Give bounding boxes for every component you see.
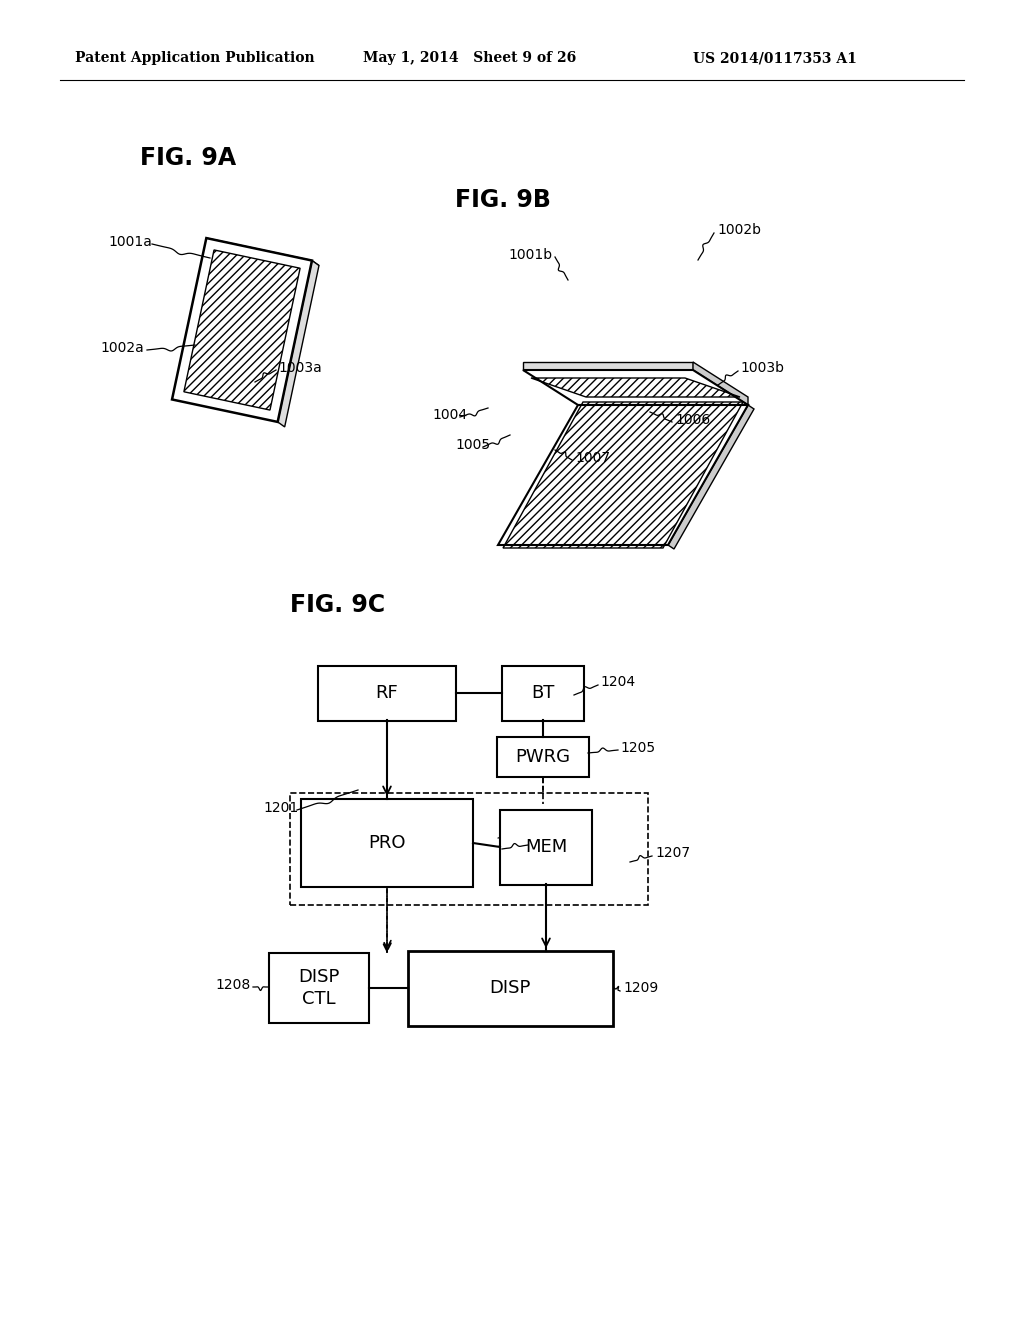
Text: PRO: PRO [369,834,406,851]
Polygon shape [523,362,693,370]
Polygon shape [523,370,748,405]
Text: 1205: 1205 [620,741,655,755]
Text: May 1, 2014   Sheet 9 of 26: May 1, 2014 Sheet 9 of 26 [362,51,577,65]
Text: FIG. 9A: FIG. 9A [140,147,237,170]
Text: 1004: 1004 [432,408,467,422]
Polygon shape [668,405,754,549]
Text: FIG. 9C: FIG. 9C [290,593,385,616]
Text: 1001b: 1001b [508,248,552,261]
Polygon shape [498,405,748,545]
Text: 1007: 1007 [575,451,610,465]
Text: FIG. 9B: FIG. 9B [455,187,551,213]
Bar [502,665,584,721]
Text: 1002b: 1002b [717,223,761,238]
Bar [269,953,369,1023]
Text: 1209: 1209 [623,981,658,995]
Text: 1001a: 1001a [108,235,152,249]
Text: BT: BT [531,684,555,702]
Text: 1206: 1206 [495,836,530,850]
Text: DISP: DISP [298,969,340,986]
Text: 1208: 1208 [215,978,250,993]
Text: 1204: 1204 [600,675,635,689]
Polygon shape [172,238,312,422]
Bar [301,799,473,887]
Text: DISP: DISP [489,979,530,997]
Text: 1201: 1201 [263,801,298,814]
Text: Patent Application Publication: Patent Application Publication [75,51,314,65]
Text: PWRG: PWRG [515,748,570,766]
Text: CTL: CTL [302,990,336,1007]
Bar [318,665,456,721]
Polygon shape [693,362,748,405]
Bar [408,950,612,1026]
Bar [290,793,648,906]
Text: US 2014/0117353 A1: US 2014/0117353 A1 [693,51,857,65]
Bar [500,809,592,884]
Polygon shape [206,238,318,265]
Text: 1003b: 1003b [740,360,784,375]
Text: 1207: 1207 [655,846,690,861]
Polygon shape [278,260,318,426]
Text: MEM: MEM [525,838,567,855]
Text: 1005: 1005 [455,438,490,451]
Text: 1003a: 1003a [278,360,322,375]
Text: RF: RF [376,684,398,702]
Text: 1006: 1006 [675,413,711,426]
Bar [497,737,589,777]
Text: 1002a: 1002a [100,341,143,355]
